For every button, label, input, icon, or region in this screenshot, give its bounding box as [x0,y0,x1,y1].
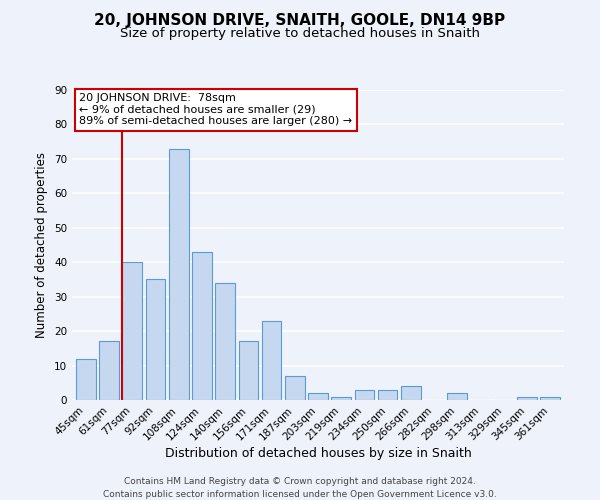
Text: 20, JOHNSON DRIVE, SNAITH, GOOLE, DN14 9BP: 20, JOHNSON DRIVE, SNAITH, GOOLE, DN14 9… [94,12,506,28]
Bar [355,390,374,400]
Bar [169,148,188,400]
Text: Size of property relative to detached houses in Snaith: Size of property relative to detached ho… [120,28,480,40]
Bar [122,262,142,400]
X-axis label: Distribution of detached houses by size in Snaith: Distribution of detached houses by size … [164,448,472,460]
Bar [378,390,397,400]
Bar [146,280,166,400]
Bar [215,283,235,400]
Bar [99,342,119,400]
Bar [401,386,421,400]
Bar [285,376,305,400]
Text: Contains public sector information licensed under the Open Government Licence v3: Contains public sector information licen… [103,490,497,499]
Bar [331,396,351,400]
Bar [517,396,537,400]
Y-axis label: Number of detached properties: Number of detached properties [35,152,49,338]
Text: 20 JOHNSON DRIVE:  78sqm
← 9% of detached houses are smaller (29)
89% of semi-de: 20 JOHNSON DRIVE: 78sqm ← 9% of detached… [79,93,353,126]
Bar [308,393,328,400]
Bar [262,321,281,400]
Bar [540,396,560,400]
Bar [192,252,212,400]
Bar [448,393,467,400]
Bar [239,342,258,400]
Text: Contains HM Land Registry data © Crown copyright and database right 2024.: Contains HM Land Registry data © Crown c… [124,478,476,486]
Bar [76,358,96,400]
